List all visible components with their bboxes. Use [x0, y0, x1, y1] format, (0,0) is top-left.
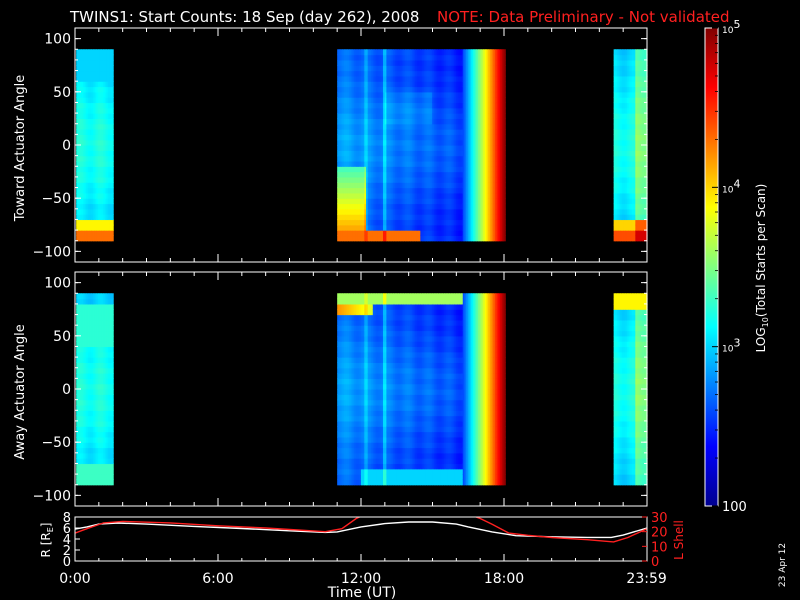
lshell-ytick-label: 30: [651, 511, 668, 526]
time-tick-label: 18:00: [484, 571, 524, 587]
toward-ytick-label: −100: [33, 244, 71, 260]
colorbar-gradient: [704, 27, 719, 507]
lshell-ytick-label: 20: [651, 526, 668, 541]
toward-angle-axis-label: Toward Actuator Angle: [13, 75, 28, 222]
preliminary-note: NOTE: Data Preliminary - Not validated: [437, 8, 730, 26]
lshell-series-line: [75, 517, 647, 543]
away-data-block: [76, 293, 114, 486]
toward-data-block: [337, 49, 506, 242]
away-ytick-label: −100: [33, 488, 71, 504]
toward-angle-panel: 100 50 0 −50 −100: [33, 27, 648, 263]
time-tick-label: 12:00: [341, 571, 381, 587]
away-angle-axis-label: Away Actuator Angle: [13, 324, 28, 459]
colorbar-tick-label: 105: [722, 18, 740, 36]
away-ytick-label: 100: [44, 276, 71, 292]
time-axis-label: Time (UT): [327, 585, 396, 600]
time-tick-label: 0:00: [59, 571, 90, 587]
away-data-block: [337, 293, 506, 486]
toward-ytick-label: −50: [41, 191, 71, 207]
r-series-line: [75, 521, 647, 539]
away-angle-panel: 100 50 0 −50 −100: [33, 271, 648, 507]
r-ytick-label: 8: [63, 511, 71, 526]
date-stamp: 23 Apr 12: [778, 543, 788, 587]
r-ytick-label: 4: [63, 533, 71, 548]
away-ytick-label: 50: [53, 329, 71, 345]
r-ytick-label: 0: [63, 555, 71, 570]
time-tick-label: 6:00: [202, 571, 233, 587]
toward-data-block: [613, 49, 648, 242]
time-tick-label: 23:59: [626, 571, 666, 587]
r-ytick-label: 2: [63, 544, 71, 559]
colorbar-tick-label: 104: [722, 177, 740, 195]
colorbar-label: LOG10(Total Starts per Scan): [754, 184, 770, 353]
r-ytick-label: 6: [63, 522, 71, 537]
lshell-ytick-label: 10: [651, 540, 668, 555]
colorbar-tick-label: 100: [722, 500, 747, 515]
colorbar: 100 103 104 105: [704, 18, 747, 515]
figure-title: TWINS1: Start Counts: 18 Sep (day 262), …: [69, 8, 419, 26]
toward-data-block: [76, 49, 114, 242]
lshell-axis-label: L Shell: [672, 520, 686, 560]
toward-ytick-label: 50: [53, 85, 71, 101]
r-axis-label: R [RE]: [39, 523, 55, 558]
away-data-block: [613, 293, 648, 486]
toward-ytick-label: 100: [44, 32, 71, 48]
away-ytick-label: −50: [41, 435, 71, 451]
colorbar-tick-label: 103: [722, 337, 740, 355]
lshell-ytick-label: 0: [651, 555, 659, 570]
toward-ytick-label: 0: [62, 138, 71, 154]
away-ytick-label: 0: [62, 382, 71, 398]
